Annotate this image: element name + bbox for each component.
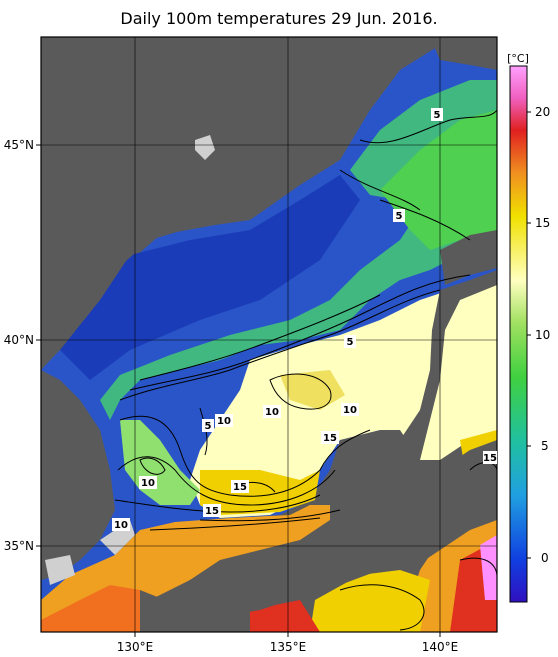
contour-label: 15 bbox=[483, 451, 497, 464]
svg-text:5: 5 bbox=[396, 211, 403, 222]
sea-field bbox=[41, 37, 497, 632]
korea bbox=[41, 370, 115, 580]
nodata-lake bbox=[195, 135, 215, 160]
contour-label: 5 bbox=[393, 209, 405, 222]
colorbar-tick-label: 5 bbox=[541, 439, 549, 453]
contour-label: 10 bbox=[341, 403, 359, 416]
svg-text:15: 15 bbox=[233, 482, 247, 493]
lat-tick-label: 45°N bbox=[4, 138, 34, 152]
contour-lines bbox=[114, 109, 497, 631]
svg-text:5: 5 bbox=[347, 337, 354, 348]
colorbar-tick-label: 10 bbox=[535, 328, 550, 342]
svg-text:10: 10 bbox=[343, 405, 357, 416]
svg-text:15: 15 bbox=[483, 453, 497, 464]
contour-label: 5 bbox=[202, 419, 214, 432]
pacific-yellow bbox=[310, 570, 430, 632]
kuroshio-red bbox=[250, 600, 320, 632]
contour-label: 10 bbox=[112, 518, 130, 531]
honshu bbox=[140, 270, 497, 632]
mid-water bbox=[100, 80, 497, 420]
lat-tick-label: 35°N bbox=[4, 539, 34, 553]
svg-text:15: 15 bbox=[323, 433, 337, 444]
svg-text:5: 5 bbox=[434, 110, 441, 121]
hokkaido bbox=[440, 230, 497, 285]
sakhalin bbox=[430, 37, 497, 70]
colorbar-tick-label: 20 bbox=[535, 105, 550, 119]
colorbar-tick-label: 0 bbox=[541, 551, 549, 565]
contour-label: 15 bbox=[203, 504, 221, 517]
kyushu bbox=[140, 590, 170, 632]
colorbar-unit: [°C] bbox=[507, 52, 529, 65]
frame-ticks bbox=[36, 144, 441, 637]
colorbar: [°C] 20 15 10 5 0 bbox=[507, 52, 550, 603]
svg-text:15: 15 bbox=[205, 506, 219, 517]
svg-text:10: 10 bbox=[217, 416, 231, 427]
contour-label: 5 bbox=[344, 335, 356, 348]
lon-tick-label: 130°E bbox=[117, 640, 154, 654]
warm-front bbox=[190, 285, 497, 518]
contour-label: 5 bbox=[431, 108, 443, 121]
svg-text:10: 10 bbox=[141, 478, 155, 489]
contour-label: 15 bbox=[321, 431, 339, 444]
contour-label-group: 5 5 5 10 10 10 10 15 15 15 15 10 5 bbox=[112, 108, 497, 531]
pacific-hottest bbox=[480, 535, 497, 600]
colorbar-tick-label: 15 bbox=[535, 216, 550, 230]
svg-text:10: 10 bbox=[114, 520, 128, 531]
lat-tick-label: 40°N bbox=[4, 333, 34, 347]
warm-eddy bbox=[280, 370, 345, 410]
svg-text:10: 10 bbox=[265, 407, 279, 418]
lon-tick-label: 135°E bbox=[270, 640, 307, 654]
south-hot bbox=[41, 585, 150, 632]
asia-continent bbox=[41, 37, 420, 350]
lon-tick-label: 140°E bbox=[422, 640, 459, 654]
contour-label: 10 bbox=[263, 405, 281, 418]
contour-label: 10 bbox=[215, 414, 233, 427]
map-frame bbox=[40, 36, 498, 633]
nodata-coast bbox=[45, 555, 75, 585]
contour-label: 10 bbox=[139, 476, 157, 489]
contour-label: 15 bbox=[231, 480, 249, 493]
graticule bbox=[41, 37, 497, 632]
map-title: Daily 100m temperatures 29 Jun. 2016. bbox=[120, 9, 438, 28]
svg-text:5: 5 bbox=[205, 421, 212, 432]
colorbar-gradient bbox=[509, 65, 528, 603]
